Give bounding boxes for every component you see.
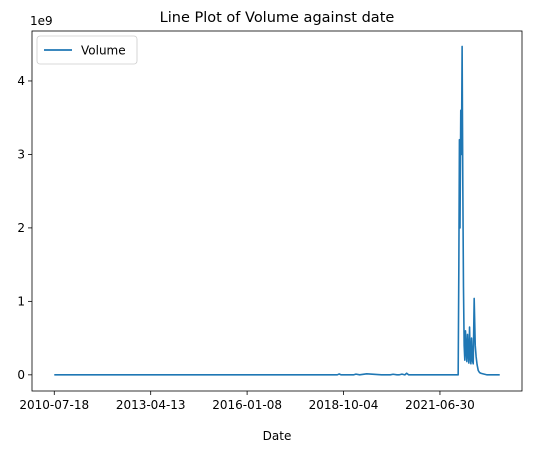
legend-box: [36, 35, 138, 65]
series-line-volume: [54, 45, 500, 376]
plot-frame: [31, 30, 523, 392]
ticks-layer: 2010-07-18 2013-04-13 2016-01-08 2018-10-04…: [17, 74, 474, 412]
x-tick-label: 2018-10-04: [309, 398, 379, 412]
x-tick-label: 2013-04-13: [116, 398, 186, 412]
legend-label-volume: Volume: [81, 44, 126, 58]
y-tick-label: 0: [17, 368, 25, 382]
y-tick-label: 4: [17, 74, 25, 88]
series-layer: [54, 45, 500, 376]
x-tick-label: 2021-06-30: [405, 398, 475, 412]
y-tick-label: 3: [17, 147, 25, 161]
x-tick-label: 2010-07-18: [19, 398, 89, 412]
plot-area: [32, 31, 522, 391]
y-tick-label: 2: [17, 221, 25, 235]
x-tick-label: 2016-01-08: [212, 398, 282, 412]
legend: Volume: [36, 35, 138, 65]
chart-title: Line Plot of Volume against date: [160, 10, 395, 26]
x-axis-label: Date: [263, 429, 292, 443]
y-tick-label: 1: [17, 294, 25, 308]
y-offset-label: 1e9: [30, 14, 53, 28]
